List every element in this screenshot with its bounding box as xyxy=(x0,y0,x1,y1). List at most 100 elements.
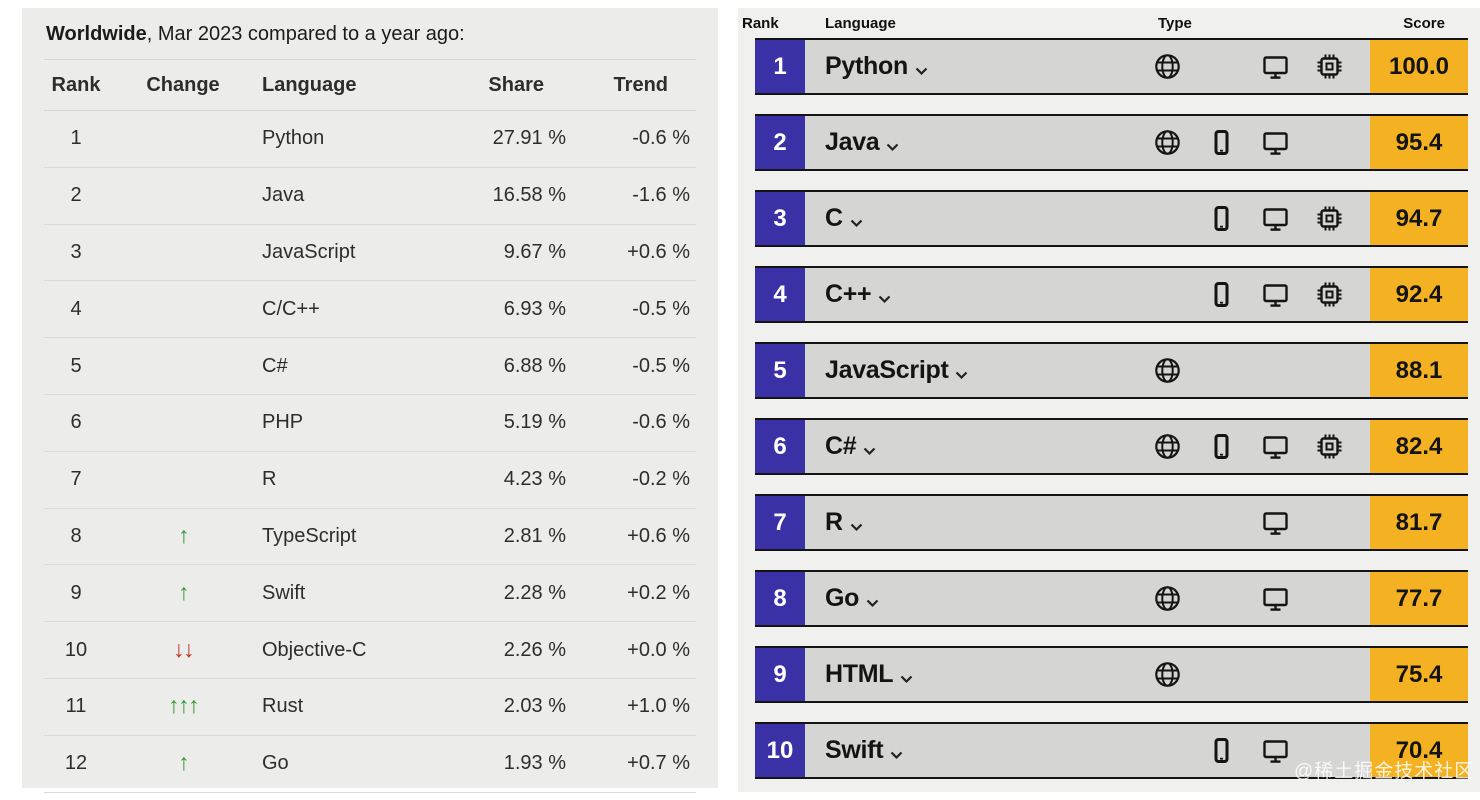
language-dropdown[interactable]: Go xyxy=(805,572,1370,625)
smartphone-icon xyxy=(1204,116,1238,169)
share-cell: 27.91 % xyxy=(492,127,566,150)
chevron-down-icon xyxy=(850,219,863,228)
language-label: Python xyxy=(825,52,908,80)
rank-cell: 9 xyxy=(70,581,82,604)
globe-icon xyxy=(1150,40,1184,93)
share-cell: 6.88 % xyxy=(503,354,566,377)
language-label: Go xyxy=(825,584,860,612)
globe-icon xyxy=(1150,268,1184,321)
share-cell: 2.81 % xyxy=(503,524,566,547)
trend-arrows-icon: ↓↓ xyxy=(173,635,195,662)
table-row: 12 ↑ Go 1.93 % +0.7 % xyxy=(44,736,696,793)
language-dropdown[interactable]: C++ xyxy=(805,268,1370,321)
table-header-row: Rank Language Type Score xyxy=(738,8,1480,38)
rank-cell: 1 xyxy=(70,127,82,150)
chevron-down-icon xyxy=(955,371,968,380)
score-cell: 88.1 xyxy=(1370,344,1468,397)
language-label: JavaScript xyxy=(825,356,949,384)
language-dropdown[interactable]: Python xyxy=(805,40,1370,93)
smartphone-icon xyxy=(1204,648,1238,701)
monitor-icon xyxy=(1258,496,1292,549)
language-dropdown[interactable]: C# xyxy=(805,420,1370,473)
rank-cell: 2 xyxy=(70,184,82,207)
column-header-language: Language xyxy=(262,73,357,96)
change-cell: ↑ xyxy=(108,580,258,606)
chip-icon xyxy=(1312,496,1346,549)
table-row: 3 JavaScript 9.67 % +0.6 % xyxy=(44,225,696,282)
column-header-score: Score xyxy=(1403,15,1445,32)
language-dropdown[interactable]: HTML xyxy=(805,648,1370,701)
score-cell: 82.4 xyxy=(1370,420,1468,473)
score-cell: 100.0 xyxy=(1370,40,1468,93)
share-cell: 5.19 % xyxy=(503,411,566,434)
trend-arrows-icon: ↑ xyxy=(178,521,190,548)
language-label: C++ xyxy=(825,280,872,308)
chip-icon xyxy=(1312,572,1346,625)
rank-badge: 10 xyxy=(755,724,805,777)
language-cell: Java xyxy=(262,184,305,207)
table-row: 4 C++ 92.4 xyxy=(755,266,1468,323)
globe-icon xyxy=(1150,116,1184,169)
share-cell: 16.58 % xyxy=(492,184,566,207)
smartphone-icon xyxy=(1204,572,1238,625)
chip-icon xyxy=(1312,192,1346,245)
pypl-share-table-panel: Worldwide, Mar 2023 compared to a year a… xyxy=(22,8,718,793)
score-cell: 92.4 xyxy=(1370,268,1468,321)
language-cell: Go xyxy=(262,752,289,775)
smartphone-icon xyxy=(1204,420,1238,473)
table-row: 1 Python 100.0 xyxy=(755,38,1468,95)
trend-cell: +0.6 % xyxy=(627,524,690,547)
trend-cell: +1.0 % xyxy=(627,695,690,718)
score-cell: 70.4 xyxy=(1370,724,1468,777)
table-row: 3 C 94.7 xyxy=(755,190,1468,247)
language-label: R xyxy=(825,508,843,536)
table-row: 7 R 4.23 % -0.2 % xyxy=(44,452,696,509)
monitor-icon xyxy=(1258,192,1292,245)
table-row: 9 HTML 75.4 xyxy=(755,646,1468,703)
column-header-type: Type xyxy=(1158,15,1192,32)
chevron-down-icon xyxy=(886,143,899,152)
table-row: 6 PHP 5.19 % -0.6 % xyxy=(44,395,696,452)
rank-badge: 4 xyxy=(755,268,805,321)
table-row: 2 Java 95.4 xyxy=(755,114,1468,171)
share-cell: 2.03 % xyxy=(503,695,566,718)
trend-cell: -0.6 % xyxy=(632,411,690,434)
column-header-share: Share xyxy=(488,73,544,96)
smartphone-icon xyxy=(1204,268,1238,321)
language-dropdown[interactable]: R xyxy=(805,496,1370,549)
language-dropdown[interactable]: Java xyxy=(805,116,1370,169)
column-header-language: Language xyxy=(825,15,896,32)
chevron-down-icon xyxy=(850,523,863,532)
table-title: Worldwide, Mar 2023 compared to a year a… xyxy=(44,8,696,59)
table-header-row: Rank Change Language Share Trend xyxy=(44,59,696,111)
language-label: C xyxy=(825,204,843,232)
smartphone-icon xyxy=(1204,496,1238,549)
trend-cell: -0.6 % xyxy=(632,127,690,150)
language-dropdown[interactable]: JavaScript xyxy=(805,344,1370,397)
smartphone-icon xyxy=(1204,40,1238,93)
globe-icon xyxy=(1150,192,1184,245)
trend-cell: -0.2 % xyxy=(632,468,690,491)
table-row: 11 ↑↑↑ Rust 2.03 % +1.0 % xyxy=(44,679,696,736)
language-dropdown[interactable]: Swift xyxy=(805,724,1370,777)
trend-arrows-icon: ↑↑↑ xyxy=(168,692,200,719)
table-row: 10 Swift 70.4 xyxy=(755,722,1468,779)
language-label: C# xyxy=(825,432,857,460)
language-dropdown[interactable]: C xyxy=(805,192,1370,245)
language-cell: JavaScript xyxy=(262,240,356,263)
score-cell: 77.7 xyxy=(1370,572,1468,625)
chevron-down-icon xyxy=(890,751,903,760)
monitor-icon xyxy=(1258,40,1292,93)
ieee-ranking-table-panel: Rank Language Type Score 1 Python 100.0 … xyxy=(738,8,1480,792)
rank-cell: 5 xyxy=(70,354,82,377)
trend-cell: +0.0 % xyxy=(627,638,690,661)
globe-icon xyxy=(1150,496,1184,549)
chevron-down-icon xyxy=(866,599,879,608)
chip-icon xyxy=(1312,344,1346,397)
globe-icon xyxy=(1150,344,1184,397)
trend-cell: -1.6 % xyxy=(632,184,690,207)
share-cell: 6.93 % xyxy=(503,297,566,320)
rank-badge: 6 xyxy=(755,420,805,473)
language-label: HTML xyxy=(825,660,894,688)
share-cell: 9.67 % xyxy=(503,240,566,263)
